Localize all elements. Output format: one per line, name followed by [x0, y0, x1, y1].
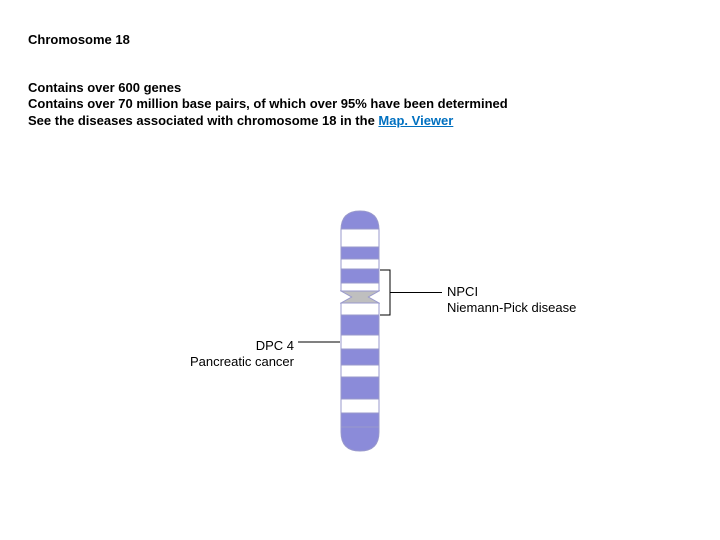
- chromosome-diagram: NPCI Niemann-Pick disease DPC 4 Pancreat…: [0, 210, 720, 510]
- gene-label-left: DPC 4 Pancreatic cancer: [180, 338, 294, 369]
- facts-block: Contains over 600 genes Contains over 70…: [28, 80, 668, 129]
- fact-line-3: See the diseases associated with chromos…: [28, 113, 668, 129]
- fact-line-1: Contains over 600 genes: [28, 80, 668, 96]
- page-title: Chromosome 18: [28, 32, 130, 47]
- map-viewer-link[interactable]: Map. Viewer: [378, 113, 453, 128]
- gene-left-symbol: DPC 4: [180, 338, 294, 354]
- fact-line-3-prefix: See the diseases associated with chromos…: [28, 113, 378, 128]
- gene-left-disease: Pancreatic cancer: [180, 354, 294, 370]
- pointer-left: [0, 210, 720, 510]
- fact-line-2: Contains over 70 million base pairs, of …: [28, 96, 668, 112]
